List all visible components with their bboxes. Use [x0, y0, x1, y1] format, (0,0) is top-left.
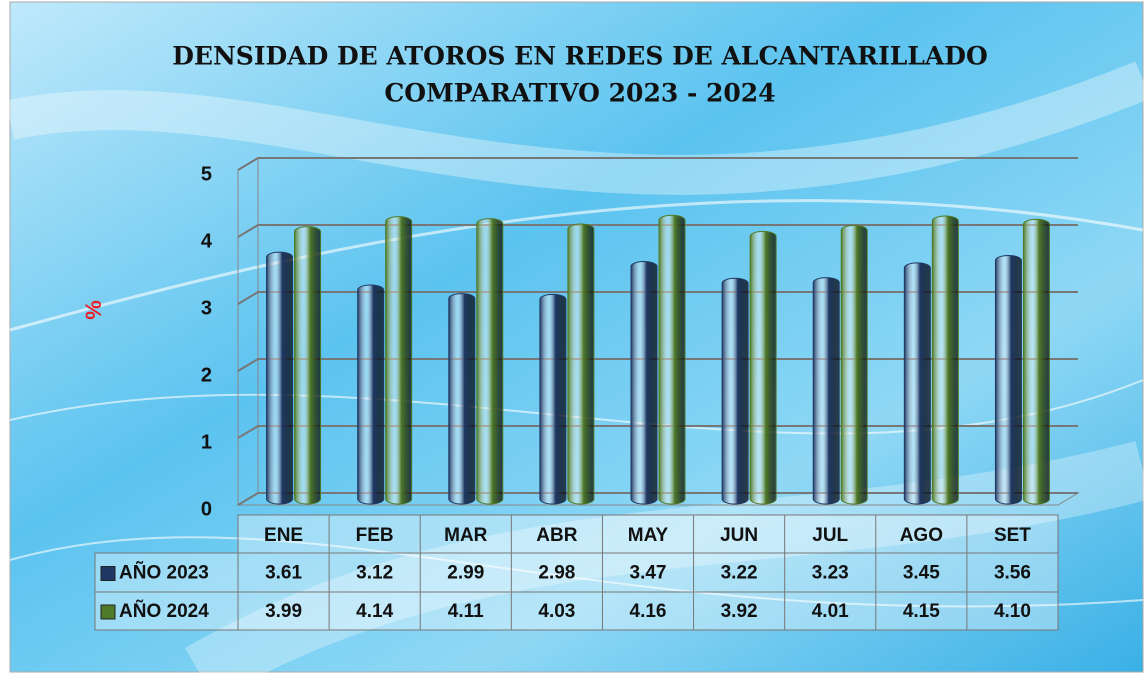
grid-line: [237, 492, 1078, 506]
bar: [294, 226, 322, 505]
grid-line: [237, 425, 1078, 439]
y-tick-label: 5: [201, 163, 212, 185]
bar: [630, 261, 658, 505]
bar: [658, 214, 686, 505]
x-tick-label: AGO: [900, 525, 943, 546]
bar: [721, 277, 749, 505]
grid-line: [237, 358, 1078, 372]
y-tick-label: 1: [201, 431, 212, 453]
data-label: 4.11: [448, 601, 484, 622]
data-label: 3.47: [630, 563, 667, 584]
grid-line: [237, 157, 1078, 171]
data-label: 4.14: [356, 601, 393, 622]
x-tick-label: ENE: [264, 525, 303, 546]
data-label: 3.23: [812, 563, 849, 584]
legend-swatch: [100, 566, 116, 581]
table-body: [237, 514, 1059, 631]
bar: [357, 284, 385, 505]
data-label: 3.56: [994, 563, 1031, 584]
bar: [1022, 218, 1050, 505]
data-label: 4.15: [903, 601, 940, 622]
x-tick-label: MAY: [628, 525, 669, 546]
x-tick-label: JUN: [720, 525, 758, 546]
chart-subtitle: COMPARATIVO 2023 - 2024: [384, 79, 775, 108]
bar: [903, 262, 931, 505]
data-label: 3.99: [265, 601, 302, 622]
data-label: 4.16: [630, 601, 667, 622]
data-label: 4.01: [812, 601, 849, 622]
y-tick-label: 0: [201, 498, 212, 520]
legend-label: AÑO 2024: [119, 600, 209, 622]
bar: [931, 215, 959, 505]
y-tick-label: 3: [201, 297, 212, 319]
bar: [567, 223, 595, 505]
x-tick-label: SET: [994, 525, 1031, 546]
data-label: 2.98: [538, 563, 575, 584]
legend-swatch: [100, 604, 116, 620]
bar: [840, 224, 868, 505]
data-label: 2.99: [447, 563, 484, 584]
bar: [476, 218, 504, 505]
bar: [749, 230, 777, 505]
data-label: 3.22: [721, 563, 758, 584]
legend-label: AÑO 2023: [119, 562, 209, 584]
chart-title: DENSIDAD DE ATOROS EN REDES DE ALCANTARI…: [172, 42, 988, 71]
grid-line: [237, 224, 1078, 238]
bar: [539, 293, 567, 505]
data-label: 4.10: [994, 601, 1031, 622]
x-tick-label: FEB: [356, 525, 394, 546]
x-tick-label: ABR: [536, 525, 577, 546]
bar: [385, 216, 413, 505]
y-axis-label: %: [81, 300, 106, 320]
bar: [812, 277, 840, 505]
grid-line: [237, 291, 1078, 305]
data-label: 3.92: [721, 601, 758, 622]
bar: [266, 251, 294, 505]
y-tick-label: 2: [201, 364, 212, 386]
bar: [994, 255, 1022, 505]
data-label: 4.03: [538, 601, 575, 622]
data-label: 3.61: [265, 563, 302, 584]
y-tick-label: 4: [201, 230, 213, 252]
x-tick-label: MAR: [444, 525, 488, 546]
data-label: 3.45: [903, 563, 940, 584]
bar: [448, 293, 476, 505]
x-tick-label: JUL: [812, 525, 848, 546]
data-label: 3.12: [356, 563, 393, 584]
